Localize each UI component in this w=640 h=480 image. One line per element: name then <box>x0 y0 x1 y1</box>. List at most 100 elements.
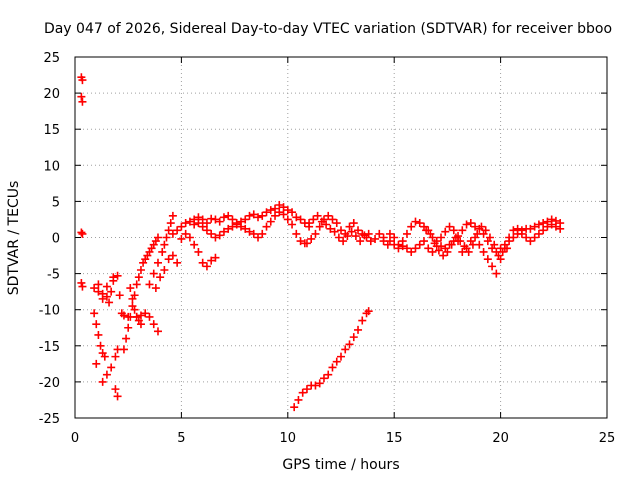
data-point <box>111 385 120 394</box>
data-point <box>358 316 367 325</box>
data-point <box>349 219 358 228</box>
series-cluster-early-low <box>77 228 87 291</box>
data-point <box>194 219 203 228</box>
data-point <box>498 247 507 256</box>
data-point <box>173 258 182 267</box>
data-point <box>407 222 416 231</box>
data-point <box>132 280 141 289</box>
data-point <box>185 233 194 242</box>
data-point <box>153 233 162 242</box>
data-point <box>128 294 137 303</box>
data-point <box>356 237 365 246</box>
data-point <box>232 220 241 229</box>
data-point <box>92 359 101 368</box>
data-point <box>262 208 271 217</box>
data-point <box>451 233 460 242</box>
data-point <box>539 219 548 228</box>
data-point <box>181 229 190 238</box>
data-point <box>258 211 267 220</box>
data-point <box>249 210 258 219</box>
y-tick-label: 25 <box>43 51 60 66</box>
data-point <box>483 255 492 264</box>
data-point <box>266 206 275 215</box>
data-point <box>419 237 428 246</box>
data-point <box>258 229 267 238</box>
data-point <box>77 228 86 237</box>
data-point <box>168 211 177 220</box>
data-point <box>153 258 162 267</box>
data-point <box>145 280 154 289</box>
data-point <box>158 247 167 256</box>
data-point <box>102 370 111 379</box>
data-point <box>149 269 158 278</box>
data-point <box>428 247 437 256</box>
data-point <box>151 284 160 293</box>
data-point <box>177 234 186 243</box>
data-point <box>254 213 263 222</box>
axis-ticks: 0 5 10 15 20 25 -25 -20 -15 -10 -5 0 5 10 15 20 25 <box>39 51 616 446</box>
data-point <box>364 229 373 238</box>
data-point <box>462 220 471 229</box>
data-point <box>132 312 141 321</box>
data-point <box>211 215 220 224</box>
data-point <box>415 219 424 228</box>
data-point <box>290 403 299 412</box>
data-point <box>296 237 305 246</box>
data-point <box>385 229 394 238</box>
data-point <box>305 219 314 228</box>
data-point <box>530 222 539 231</box>
y-tick-label: -5 <box>47 268 60 283</box>
data-point <box>341 345 350 354</box>
data-point <box>311 229 320 238</box>
data-point <box>236 222 245 231</box>
data-point <box>311 381 320 390</box>
data-point <box>207 229 216 238</box>
y-tick-label: -10 <box>39 304 60 319</box>
data-point <box>458 226 467 235</box>
data-point <box>347 227 356 236</box>
data-point <box>245 211 254 220</box>
data-point <box>224 211 233 220</box>
data-point <box>302 239 311 248</box>
data-point <box>100 352 109 361</box>
data-point <box>102 292 111 301</box>
data-point <box>134 273 143 282</box>
data-point <box>219 213 228 222</box>
data-point <box>309 215 318 224</box>
data-point <box>119 311 128 320</box>
data-point <box>130 305 139 314</box>
y-tick-label: -15 <box>39 340 60 355</box>
x-tick-label: 0 <box>71 431 79 446</box>
data-point <box>198 258 207 267</box>
data-point <box>168 229 177 238</box>
data-point <box>249 229 258 238</box>
series-track-a <box>90 309 109 368</box>
data-point <box>517 229 526 238</box>
data-point <box>407 247 416 256</box>
data-point <box>375 229 384 238</box>
data-point <box>328 215 337 224</box>
data-point <box>298 388 307 397</box>
series-track-n <box>305 211 373 246</box>
data-point <box>194 247 203 256</box>
data-point <box>190 220 199 229</box>
data-point <box>345 222 354 231</box>
data-point <box>411 244 420 253</box>
data-point <box>102 282 111 291</box>
data-point <box>145 312 154 321</box>
data-point <box>153 327 162 336</box>
data-point <box>160 265 169 274</box>
data-point <box>279 203 288 212</box>
data-point <box>522 233 531 242</box>
data-point <box>437 233 446 242</box>
data-point <box>415 240 424 249</box>
data-point <box>241 215 250 224</box>
data-point <box>156 273 165 282</box>
data-point <box>115 291 124 300</box>
data-point <box>313 211 322 220</box>
data-point <box>77 92 86 101</box>
data-point <box>228 215 237 224</box>
data-point <box>337 352 345 361</box>
data-point <box>539 226 548 235</box>
data-point <box>215 231 224 240</box>
